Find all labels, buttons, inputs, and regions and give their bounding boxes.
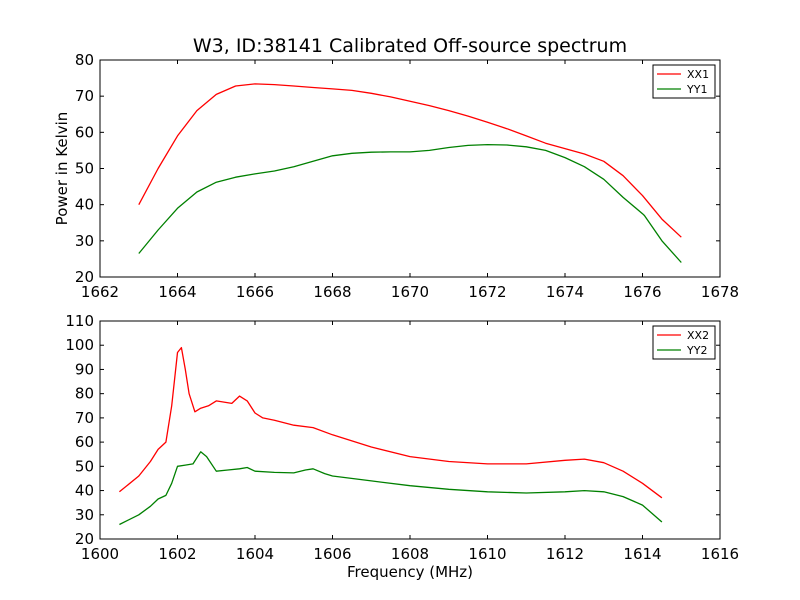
x-tick-label: 1602 bbox=[158, 545, 196, 563]
legend-box bbox=[652, 64, 716, 99]
x-tick-label: 1610 bbox=[468, 545, 506, 563]
bottom-subplot: 1600 1602 1604 1606 1608 1610 1612 1614 1616 20 30… bbox=[65, 312, 739, 581]
series-line-yy2 bbox=[119, 451, 663, 526]
y-tick-label: 30 bbox=[75, 506, 94, 524]
y-tick-label: 60 bbox=[75, 123, 94, 141]
x-tick-label: 1668 bbox=[313, 283, 351, 301]
y-tick-label: 90 bbox=[75, 360, 94, 378]
legend-box bbox=[652, 325, 716, 360]
y-tick-label: 50 bbox=[75, 457, 94, 475]
y-tick-label: 60 bbox=[75, 433, 94, 451]
x-tick-label: 1608 bbox=[391, 545, 429, 563]
y-tick-label: 20 bbox=[75, 530, 94, 548]
x-tick-label: 1670 bbox=[391, 283, 429, 301]
x-tick-label: 1600 bbox=[81, 545, 119, 563]
series-line-yy1 bbox=[138, 143, 682, 263]
x-tick-label: 1606 bbox=[313, 545, 351, 563]
series-line-xx2 bbox=[118, 346, 663, 499]
x-tick-label: 1662 bbox=[81, 283, 119, 301]
x-tick-label: 1674 bbox=[546, 283, 584, 301]
y-tick-label: 100 bbox=[65, 336, 94, 354]
x-tick-label: 1678 bbox=[701, 283, 739, 301]
x-tick-label: 1672 bbox=[468, 283, 506, 301]
legend-label-yy1: YY1 bbox=[686, 83, 707, 96]
y-tick-label: 70 bbox=[75, 409, 94, 427]
chart-title: W3, ID:38141 Calibrated Off-source spect… bbox=[193, 35, 627, 57]
y-tick-label: 30 bbox=[75, 232, 94, 250]
y-tick-label: 20 bbox=[75, 268, 94, 286]
y-tick-label: 80 bbox=[75, 385, 94, 403]
y-tick-label: 80 bbox=[75, 51, 94, 69]
x-tick-label: 1612 bbox=[546, 545, 584, 563]
x-tick-label: 1676 bbox=[623, 283, 661, 301]
y-tick-label: 50 bbox=[75, 160, 94, 178]
y-tick-label: 70 bbox=[75, 87, 94, 105]
x-tick-label: 1616 bbox=[701, 545, 739, 563]
y-tick-label: 40 bbox=[75, 196, 94, 214]
x-tick-label: 1614 bbox=[623, 545, 661, 563]
x-tick-label: 1604 bbox=[236, 545, 274, 563]
y-tick-label: 110 bbox=[65, 312, 94, 330]
legend-label-xx1: XX1 bbox=[687, 68, 709, 81]
x-tick-label: 1666 bbox=[236, 283, 274, 301]
y-tick-label: 40 bbox=[75, 482, 94, 500]
legend-label-xx2: XX2 bbox=[687, 329, 709, 342]
top-subplot: 1662 1664 1666 1668 1670 1672 1674 1676 1678 20 30… bbox=[53, 51, 739, 301]
x-tick-label: 1664 bbox=[158, 283, 196, 301]
y-axis-title: Power in Kelvin bbox=[53, 112, 71, 226]
series-line-xx1 bbox=[138, 83, 682, 238]
legend-label-yy2: YY2 bbox=[686, 344, 707, 357]
x-axis-title: Frequency (MHz) bbox=[347, 563, 473, 581]
